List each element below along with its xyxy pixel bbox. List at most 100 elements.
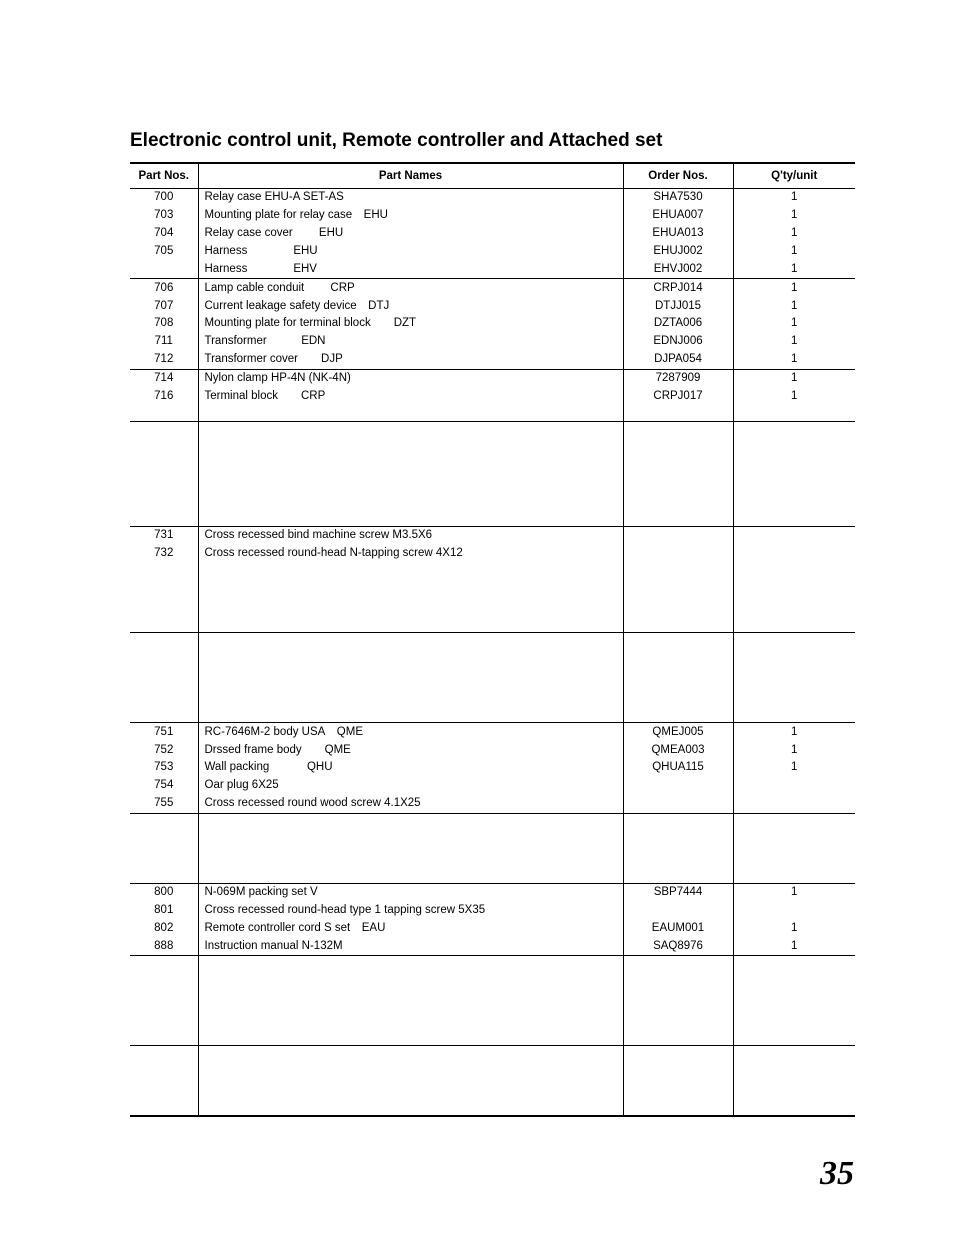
table-row: 752Drssed frame body QMEQMEA0031	[130, 741, 855, 759]
cell-order	[623, 902, 733, 920]
table-row: 731Cross recessed bind machine screw M3.…	[130, 527, 855, 545]
cell-qty: 1	[733, 741, 855, 759]
cell-qty: 1	[733, 279, 855, 297]
page-number: 35	[820, 1155, 854, 1193]
cell-name: Cross recessed round wood screw 4.1X25	[198, 795, 623, 813]
cell-qty: 1	[733, 261, 855, 279]
cell-name: Wall packing QHU	[198, 759, 623, 777]
table-row: 707Current leakage safety device DTJDTJJ…	[130, 297, 855, 315]
cell-order: DJPA054	[623, 351, 733, 369]
table-row: 705Harness EHUEHUJ0021	[130, 243, 855, 261]
cell-order: QHUA115	[623, 759, 733, 777]
cell-qty: 1	[733, 388, 855, 406]
table-row: 753Wall packing QHUQHUA1151	[130, 759, 855, 777]
cell-partno: 707	[130, 297, 198, 315]
cell-order: DZTA006	[623, 315, 733, 333]
cell-order: EAUM001	[623, 920, 733, 938]
cell-qty: 1	[733, 938, 855, 956]
cell-order: EDNJ006	[623, 333, 733, 351]
cell-order: SAQ8976	[623, 938, 733, 956]
cell-order: CRPJ017	[623, 388, 733, 406]
spacer-row	[130, 422, 855, 527]
cell-name: Transformer cover DJP	[198, 351, 623, 369]
table-row: 706Lamp cable conduit CRPCRPJ0141	[130, 279, 855, 297]
cell-partno: 703	[130, 207, 198, 225]
table-row: 888Instruction manual N-132MSAQ89761	[130, 938, 855, 956]
table-row: 708Mounting plate for terminal block DZT…	[130, 315, 855, 333]
cell-qty	[733, 527, 855, 545]
table-row: 800N-069M packing set VSBP74441	[130, 883, 855, 901]
table-header-row: Part Nos. Part Names Order Nos. Q'ty/uni…	[130, 163, 855, 189]
cell-name: Current leakage safety device DTJ	[198, 297, 623, 315]
cell-name: Harness EHU	[198, 243, 623, 261]
cell-qty: 1	[733, 297, 855, 315]
table-row: 704Relay case cover EHUEHUA0131	[130, 225, 855, 243]
cell-name: Nylon clamp HP-4N (NK-4N)	[198, 369, 623, 387]
cell-order	[623, 795, 733, 813]
spacer-row	[130, 633, 855, 723]
header-partno: Part Nos.	[130, 163, 198, 189]
cell-partno: 755	[130, 795, 198, 813]
table-row: 802Remote controller cord S set EAUEAUM0…	[130, 920, 855, 938]
cell-partno: 754	[130, 777, 198, 795]
cell-order: SHA7530	[623, 189, 733, 207]
cell-name: Cross recessed round-head N-tapping scre…	[198, 545, 623, 563]
cell-qty	[733, 545, 855, 563]
cell-partno: 732	[130, 545, 198, 563]
cell-name: Cross recessed bind machine screw M3.5X6	[198, 527, 623, 545]
cell-order: QMEA003	[623, 741, 733, 759]
cell-qty: 1	[733, 759, 855, 777]
cell-name: Terminal block CRP	[198, 388, 623, 406]
spacer-row	[130, 1046, 855, 1116]
cell-qty: 1	[733, 225, 855, 243]
cell-order: EHUJ002	[623, 243, 733, 261]
table-row: 712Transformer cover DJPDJPA0541	[130, 351, 855, 369]
cell-partno: 700	[130, 189, 198, 207]
cell-qty: 1	[733, 207, 855, 225]
cell-partno: 802	[130, 920, 198, 938]
cell-qty	[733, 902, 855, 920]
cell-name: Mounting plate for terminal block DZT	[198, 315, 623, 333]
cell-partno: 731	[130, 527, 198, 545]
cell-order: 7287909	[623, 369, 733, 387]
table-row: 716Terminal block CRPCRPJ0171	[130, 388, 855, 406]
cell-partno: 705	[130, 243, 198, 261]
cell-qty: 1	[733, 883, 855, 901]
cell-qty: 1	[733, 920, 855, 938]
cell-name: N-069M packing set V	[198, 883, 623, 901]
header-qty: Q'ty/unit	[733, 163, 855, 189]
cell-qty: 1	[733, 351, 855, 369]
cell-order: EHUA007	[623, 207, 733, 225]
cell-order	[623, 545, 733, 563]
cell-partno: 752	[130, 741, 198, 759]
table-row: Harness EHVEHVJ0021	[130, 261, 855, 279]
cell-partno: 753	[130, 759, 198, 777]
cell-partno: 712	[130, 351, 198, 369]
cell-name: Relay case EHU-A SET-AS	[198, 189, 623, 207]
cell-qty	[733, 777, 855, 795]
cell-qty: 1	[733, 369, 855, 387]
header-order: Order Nos.	[623, 163, 733, 189]
table-row: 751RC-7646M-2 body USA QMEQMEJ0051	[130, 723, 855, 741]
cell-name: Instruction manual N-132M	[198, 938, 623, 956]
cell-name: Remote controller cord S set EAU	[198, 920, 623, 938]
spacer-row	[130, 813, 855, 883]
cell-partno: 708	[130, 315, 198, 333]
cell-name: Cross recessed round-head type 1 tapping…	[198, 902, 623, 920]
cell-order: DTJJ015	[623, 297, 733, 315]
cell-name: Drssed frame body QME	[198, 741, 623, 759]
cell-partno: 751	[130, 723, 198, 741]
table-row: 755Cross recessed round wood screw 4.1X2…	[130, 795, 855, 813]
spacer-row	[130, 956, 855, 1046]
cell-partno: 888	[130, 938, 198, 956]
cell-partno	[130, 261, 198, 279]
cell-qty: 1	[733, 315, 855, 333]
cell-qty: 1	[733, 243, 855, 261]
cell-partno: 704	[130, 225, 198, 243]
cell-partno: 800	[130, 883, 198, 901]
section-title: Electronic control unit, Remote controll…	[130, 130, 854, 152]
spacer-row	[130, 563, 855, 633]
cell-order: EHUA013	[623, 225, 733, 243]
cell-qty	[733, 795, 855, 813]
cell-order: QMEJ005	[623, 723, 733, 741]
